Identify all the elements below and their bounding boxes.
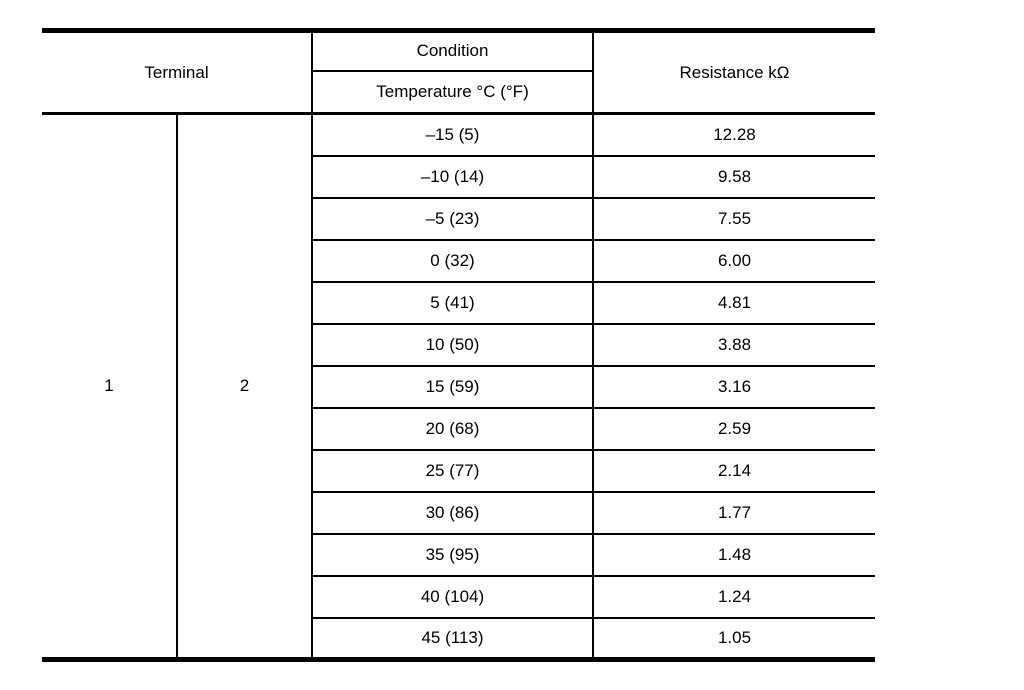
temperature-cell: 0 (32) xyxy=(312,239,594,283)
temperature-cell: 20 (68) xyxy=(312,407,594,451)
resistance-cell: 1.77 xyxy=(593,491,875,535)
table-row: –10 (14) 9.58 xyxy=(42,155,875,199)
terminal-header: Terminal xyxy=(42,30,313,115)
table-row: 0 (32) 6.00 xyxy=(42,239,875,283)
resistance-cell: 3.16 xyxy=(593,365,875,409)
temperature-cell: 25 (77) xyxy=(312,449,594,493)
condition-header: Condition xyxy=(312,30,594,72)
resistance-header: Resistance kΩ xyxy=(593,30,875,115)
resistance-cell: 2.14 xyxy=(593,449,875,493)
resistance-cell: 9.58 xyxy=(593,155,875,199)
resistance-cell: 2.59 xyxy=(593,407,875,451)
temperature-cell: 15 (59) xyxy=(312,365,594,409)
table-row: 10 (50) 3.88 xyxy=(42,323,875,367)
resistance-cell: 12.28 xyxy=(593,113,875,157)
terminal-2-cell: 2 xyxy=(177,113,313,660)
resistance-cell: 4.81 xyxy=(593,281,875,325)
table-row: 20 (68) 2.59 xyxy=(42,407,875,451)
resistance-cell: 1.48 xyxy=(593,533,875,577)
temperature-cell: 45 (113) xyxy=(312,617,594,661)
table-row: 40 (104) 1.24 xyxy=(42,575,875,619)
table-row: 15 (59) 3.16 xyxy=(42,365,875,409)
resistance-cell: 1.05 xyxy=(593,617,875,661)
temperature-cell: –5 (23) xyxy=(312,197,594,241)
temperature-cell: –15 (5) xyxy=(312,113,594,157)
table-row: 35 (95) 1.48 xyxy=(42,533,875,577)
header-row-1: Terminal Condition Resistance kΩ xyxy=(42,30,875,115)
resistance-spec-table: Terminal Condition Resistance kΩ Tempera… xyxy=(42,28,875,662)
table-row: 1 2 –15 (5) 12.28 xyxy=(42,113,875,660)
temperature-cell: 30 (86) xyxy=(312,491,594,535)
resistance-cell: 3.88 xyxy=(593,323,875,367)
temperature-resistance-table: Terminal Condition Resistance kΩ Tempera… xyxy=(42,28,875,662)
table-row: 25 (77) 2.14 xyxy=(42,449,875,493)
table-row: 30 (86) 1.77 xyxy=(42,491,875,535)
temperature-cell: 10 (50) xyxy=(312,323,594,367)
temperature-cell: –10 (14) xyxy=(312,155,594,199)
terminal-1-cell: 1 xyxy=(42,113,178,660)
header-row-2: Temperature °C (°F) xyxy=(42,70,875,115)
resistance-cell: 6.00 xyxy=(593,239,875,283)
temperature-cell: 5 (41) xyxy=(312,281,594,325)
table-row: 45 (113) 1.05 xyxy=(42,617,875,661)
temperature-cell: 35 (95) xyxy=(312,533,594,577)
temperature-header: Temperature °C (°F) xyxy=(312,70,594,115)
temperature-cell: 40 (104) xyxy=(312,575,594,619)
table-row: 5 (41) 4.81 xyxy=(42,281,875,325)
resistance-cell: 7.55 xyxy=(593,197,875,241)
table-row: –5 (23) 7.55 xyxy=(42,197,875,241)
resistance-cell: 1.24 xyxy=(593,575,875,619)
